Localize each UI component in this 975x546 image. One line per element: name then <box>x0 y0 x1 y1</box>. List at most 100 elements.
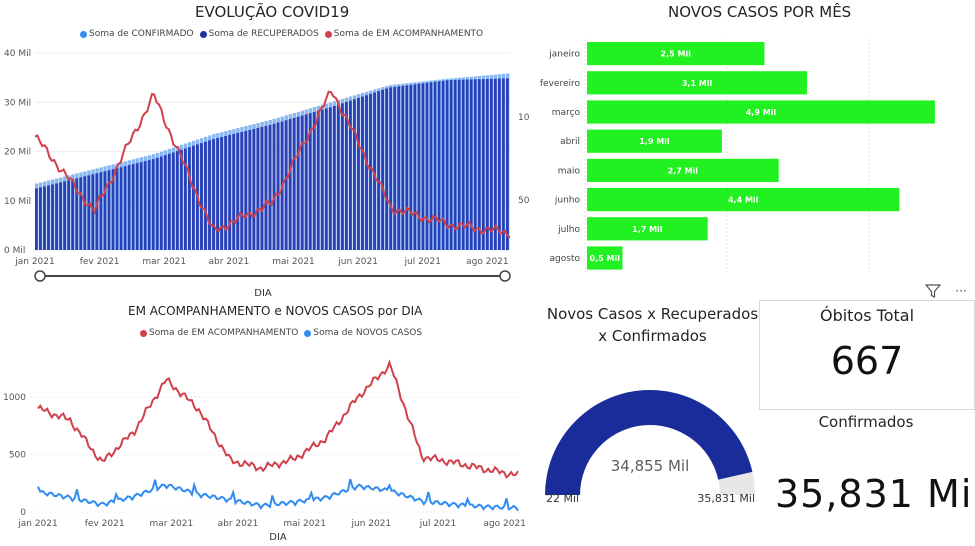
novos-mes-bar[interactable] <box>587 100 935 124</box>
recuperados-bar[interactable] <box>304 114 308 250</box>
recuperados-bar[interactable] <box>441 80 445 251</box>
more-options-icon[interactable]: ··· <box>955 284 967 298</box>
recuperados-bar[interactable] <box>481 79 485 250</box>
legend-item-confirmado[interactable]: Soma de CONFIRMADO <box>80 29 194 39</box>
recuperados-bar[interactable] <box>183 148 187 250</box>
recuperados-bar[interactable] <box>300 115 304 250</box>
recuperados-bar[interactable] <box>393 86 397 250</box>
recuperados-bar[interactable] <box>67 180 71 250</box>
recuperados-bar[interactable] <box>232 134 236 250</box>
recuperados-bar[interactable] <box>151 159 155 250</box>
recuperados-bar[interactable] <box>469 79 473 251</box>
recuperados-bar[interactable] <box>437 81 441 251</box>
recuperados-bar[interactable] <box>365 95 368 250</box>
recuperados-bar[interactable] <box>252 128 256 250</box>
recuperados-bar[interactable] <box>123 166 127 250</box>
recuperados-bar[interactable] <box>369 93 372 250</box>
recuperados-bar[interactable] <box>55 183 58 250</box>
recuperados-bar[interactable] <box>296 116 300 250</box>
recuperados-bar[interactable] <box>179 149 183 250</box>
recuperados-bar[interactable] <box>429 82 433 250</box>
recuperados-bar[interactable] <box>139 162 143 250</box>
recuperados-bar[interactable] <box>397 86 401 250</box>
recuperados-bar[interactable] <box>457 79 461 251</box>
recuperados-bar[interactable] <box>361 96 364 250</box>
legend-item-recuperados[interactable]: Soma de RECUPERADOS <box>199 29 319 39</box>
recuperados-bar[interactable] <box>421 83 425 250</box>
recuperados-bar[interactable] <box>320 109 324 250</box>
recuperados-bar[interactable] <box>425 82 429 250</box>
recuperados-bar[interactable] <box>175 151 179 250</box>
recuperados-bar[interactable] <box>228 135 232 250</box>
recuperados-bar[interactable] <box>135 163 139 250</box>
recuperados-bar[interactable] <box>43 186 46 250</box>
recuperados-bar[interactable] <box>413 84 417 250</box>
recuperados-bar[interactable] <box>260 126 264 250</box>
recuperados-bar[interactable] <box>501 78 505 250</box>
recuperados-bar[interactable] <box>99 172 103 250</box>
recuperados-bar[interactable] <box>87 175 91 250</box>
recuperados-bar[interactable] <box>332 105 336 250</box>
legend-item-acompanhamento[interactable]: Soma de EM ACOMPANHAMENTO <box>140 328 298 338</box>
recuperados-bar[interactable] <box>357 97 360 250</box>
recuperados-bar[interactable] <box>83 176 87 250</box>
gauge-chart[interactable]: 34,855 Mil 22 Mil 35,831 Mil <box>535 370 770 510</box>
recuperados-bar[interactable] <box>187 147 191 250</box>
recuperados-bar[interactable] <box>417 83 421 250</box>
novos-mes-bar[interactable] <box>587 158 779 182</box>
recuperados-bar[interactable] <box>208 140 211 250</box>
novos-mes-bar[interactable] <box>587 188 900 212</box>
recuperados-bar[interactable] <box>276 122 280 250</box>
recuperados-bar[interactable] <box>328 107 332 250</box>
recuperados-bar[interactable] <box>39 187 42 250</box>
novos-mes-chart[interactable]: janeiro 2,5 Mil fevereiro 3,1 Mil março 4,9 M… <box>535 32 965 272</box>
recuperados-bar[interactable] <box>131 164 135 250</box>
recuperados-bar[interactable] <box>284 120 288 250</box>
recuperados-bar[interactable] <box>292 117 296 250</box>
recuperados-bar[interactable] <box>264 125 268 250</box>
recuperados-bar[interactable] <box>95 173 99 250</box>
recuperados-bar[interactable] <box>143 161 147 250</box>
recuperados-bar[interactable] <box>163 155 167 250</box>
recuperados-bar[interactable] <box>344 101 348 250</box>
recuperados-bar[interactable] <box>79 177 83 250</box>
recuperados-bar[interactable] <box>308 113 312 251</box>
recuperados-bar[interactable] <box>212 139 215 250</box>
recuperados-bar[interactable] <box>236 132 240 250</box>
recuperados-bar[interactable] <box>119 167 123 250</box>
novos-mes-bar[interactable] <box>587 42 765 66</box>
recuperados-bar[interactable] <box>155 157 159 250</box>
recuperados-bar[interactable] <box>115 168 119 250</box>
recuperados-bar[interactable] <box>493 78 497 250</box>
recuperados-bar[interactable] <box>220 137 223 250</box>
recuperados-bar[interactable] <box>240 131 244 250</box>
recuperados-bar[interactable] <box>497 78 501 250</box>
novos-mes-bar[interactable] <box>587 71 808 95</box>
recuperados-bar[interactable] <box>505 78 509 250</box>
recuperados-bar[interactable] <box>348 100 352 250</box>
novos-mes-bar[interactable] <box>587 246 623 270</box>
recuperados-bar[interactable] <box>409 84 413 250</box>
recuperados-bar[interactable] <box>159 156 163 250</box>
evolucao-chart[interactable]: 40 Mil 30 Mil 20 Mil 10 Mil 0 Mil 1000 500 ja… <box>0 40 530 300</box>
recuperados-bar[interactable] <box>433 81 437 250</box>
recuperados-bar[interactable] <box>216 138 219 250</box>
recuperados-bar[interactable] <box>316 110 320 251</box>
recuperados-bar[interactable] <box>465 79 469 250</box>
recuperados-bar[interactable] <box>204 141 207 250</box>
novos-mes-bar[interactable] <box>587 217 708 241</box>
recuperados-bar[interactable] <box>244 130 248 250</box>
recuperados-bar[interactable] <box>377 91 380 250</box>
recuperados-bar[interactable] <box>385 88 389 250</box>
recuperados-bar[interactable] <box>127 165 131 250</box>
recuperados-bar[interactable] <box>256 127 260 250</box>
date-range-slider-start-handle[interactable] <box>34 270 46 282</box>
recuperados-bar[interactable] <box>51 184 54 250</box>
recuperados-bar[interactable] <box>405 85 409 250</box>
recuperados-bar[interactable] <box>449 80 453 250</box>
recuperados-bar[interactable] <box>107 170 111 250</box>
recuperados-bar[interactable] <box>167 153 171 250</box>
recuperados-bar[interactable] <box>373 92 376 251</box>
recuperados-bar[interactable] <box>353 99 356 250</box>
recuperados-bar[interactable] <box>171 152 175 250</box>
